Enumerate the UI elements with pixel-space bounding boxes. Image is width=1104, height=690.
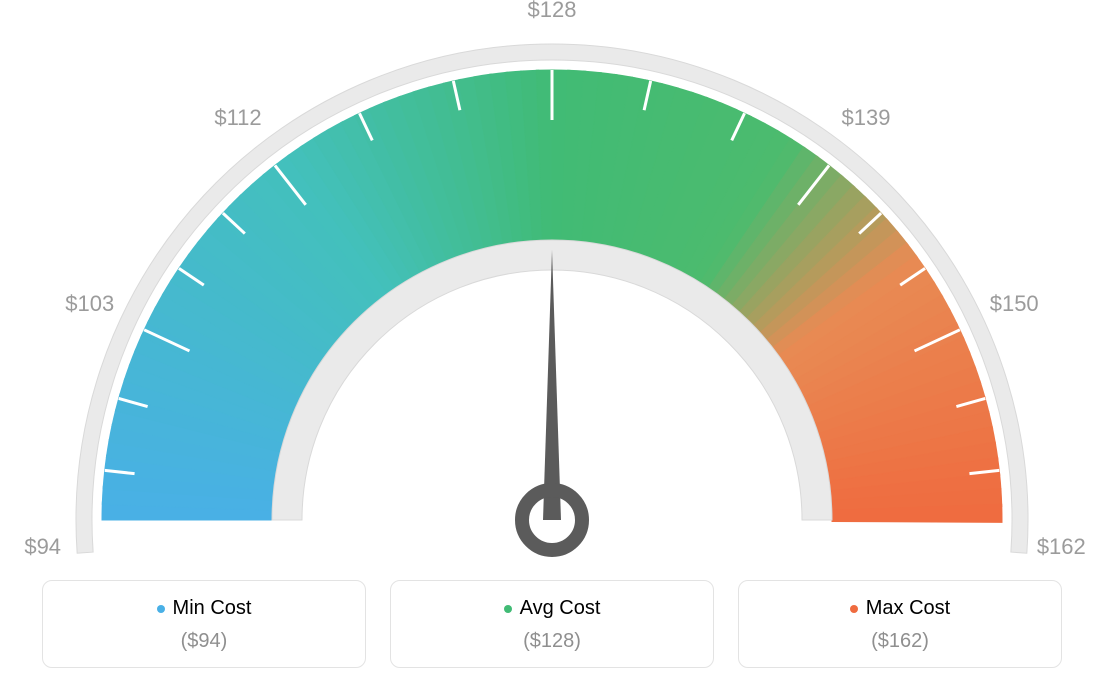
tick-label: $112: [214, 105, 261, 131]
legend-card-max: Max Cost ($162): [738, 580, 1062, 668]
legend-title-max: Max Cost: [850, 597, 950, 620]
legend-value: ($162): [749, 630, 1051, 653]
tick-label: $94: [24, 534, 61, 560]
tick-major: [103, 541, 153, 544]
legend-label: Min Cost: [173, 597, 252, 620]
cost-gauge-chart: $94 $103 $112 $128 $139 $150 $162 Min Cost ($9…: [0, 0, 1104, 690]
needle: [543, 250, 561, 520]
dot-icon: [850, 605, 858, 613]
tick-label: $128: [528, 0, 577, 23]
tick-label: $103: [65, 291, 114, 317]
gauge-area: $94 $103 $112 $128 $139 $150 $162: [0, 0, 1104, 580]
dot-icon: [504, 605, 512, 613]
gauge-svg: [0, 0, 1104, 580]
legend-value: ($128): [401, 630, 703, 653]
tick-major: [951, 541, 1001, 544]
legend-card-avg: Avg Cost ($128): [390, 580, 714, 668]
legend-label: Max Cost: [866, 597, 950, 620]
legend-title-min: Min Cost: [157, 597, 252, 620]
legend-row: Min Cost ($94) Avg Cost ($128) Max Cost …: [42, 580, 1062, 668]
legend-card-min: Min Cost ($94): [42, 580, 366, 668]
dot-icon: [157, 605, 165, 613]
tick-label: $139: [842, 105, 891, 131]
legend-title-avg: Avg Cost: [504, 597, 601, 620]
tick-label: $162: [1037, 534, 1086, 560]
legend-value: ($94): [53, 630, 355, 653]
legend-label: Avg Cost: [520, 597, 601, 620]
tick-label: $150: [990, 291, 1039, 317]
